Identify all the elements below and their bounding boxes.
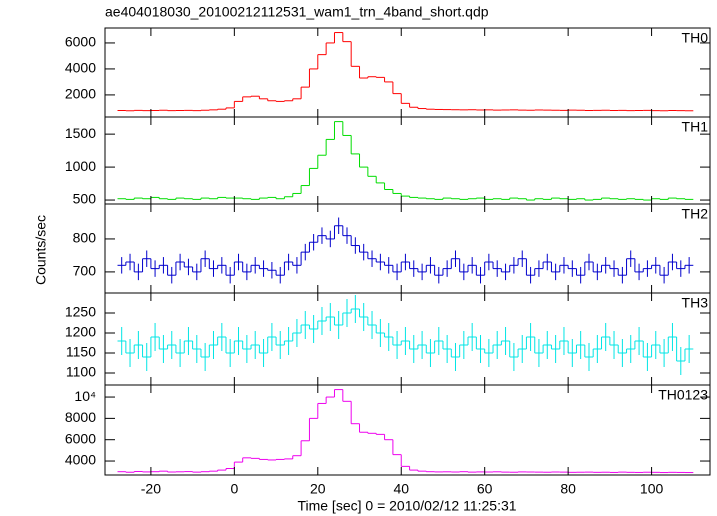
y-tick-label: 1200 [65,324,96,340]
x-tick-label: 80 [560,481,576,497]
y-tick-label: 2000 [65,86,96,102]
y-tick-label: 1250 [65,304,96,320]
y-tick-label: 10⁴ [74,388,96,404]
panel-name: TH2 [682,206,709,222]
panel-name: TH0123 [658,387,708,403]
x-axis-label: Time [sec] 0 = 2010/02/12 11:25:31 [297,498,516,514]
panel-name: TH0 [682,30,709,46]
x-tick-label: 40 [393,481,409,497]
panel-frame [104,384,711,476]
panel-frame [104,203,711,294]
x-tick-label: 0 [230,481,238,497]
panel-frame [104,292,711,386]
y-tick-label: 1150 [66,344,96,360]
panel-frame [104,116,711,205]
y-axis-label: Counts/sec [33,215,49,285]
y-tick-label: 4000 [65,60,96,76]
y-tick-label: 8000 [65,409,96,425]
y-tick-label: 4000 [65,452,96,468]
panel-name: TH3 [682,295,709,311]
y-tick-label: 1100 [66,364,96,380]
x-tick-label: -20 [141,481,161,497]
x-tick-label: 100 [640,481,664,497]
y-tick-label: 800 [73,230,97,246]
y-tick-label: 6000 [65,430,96,446]
y-tick-label: 500 [73,191,97,207]
x-tick-label: 60 [477,481,493,497]
x-tick-label: 20 [310,481,326,497]
y-tick-label: 6000 [65,34,96,50]
chart-title: ae404018030_20100212112531_wam1_trn_4ban… [105,4,489,20]
y-tick-label: 1500 [65,125,96,141]
y-tick-label: 700 [73,263,97,279]
panel-name: TH1 [682,119,709,135]
y-tick-label: 1000 [65,158,96,174]
